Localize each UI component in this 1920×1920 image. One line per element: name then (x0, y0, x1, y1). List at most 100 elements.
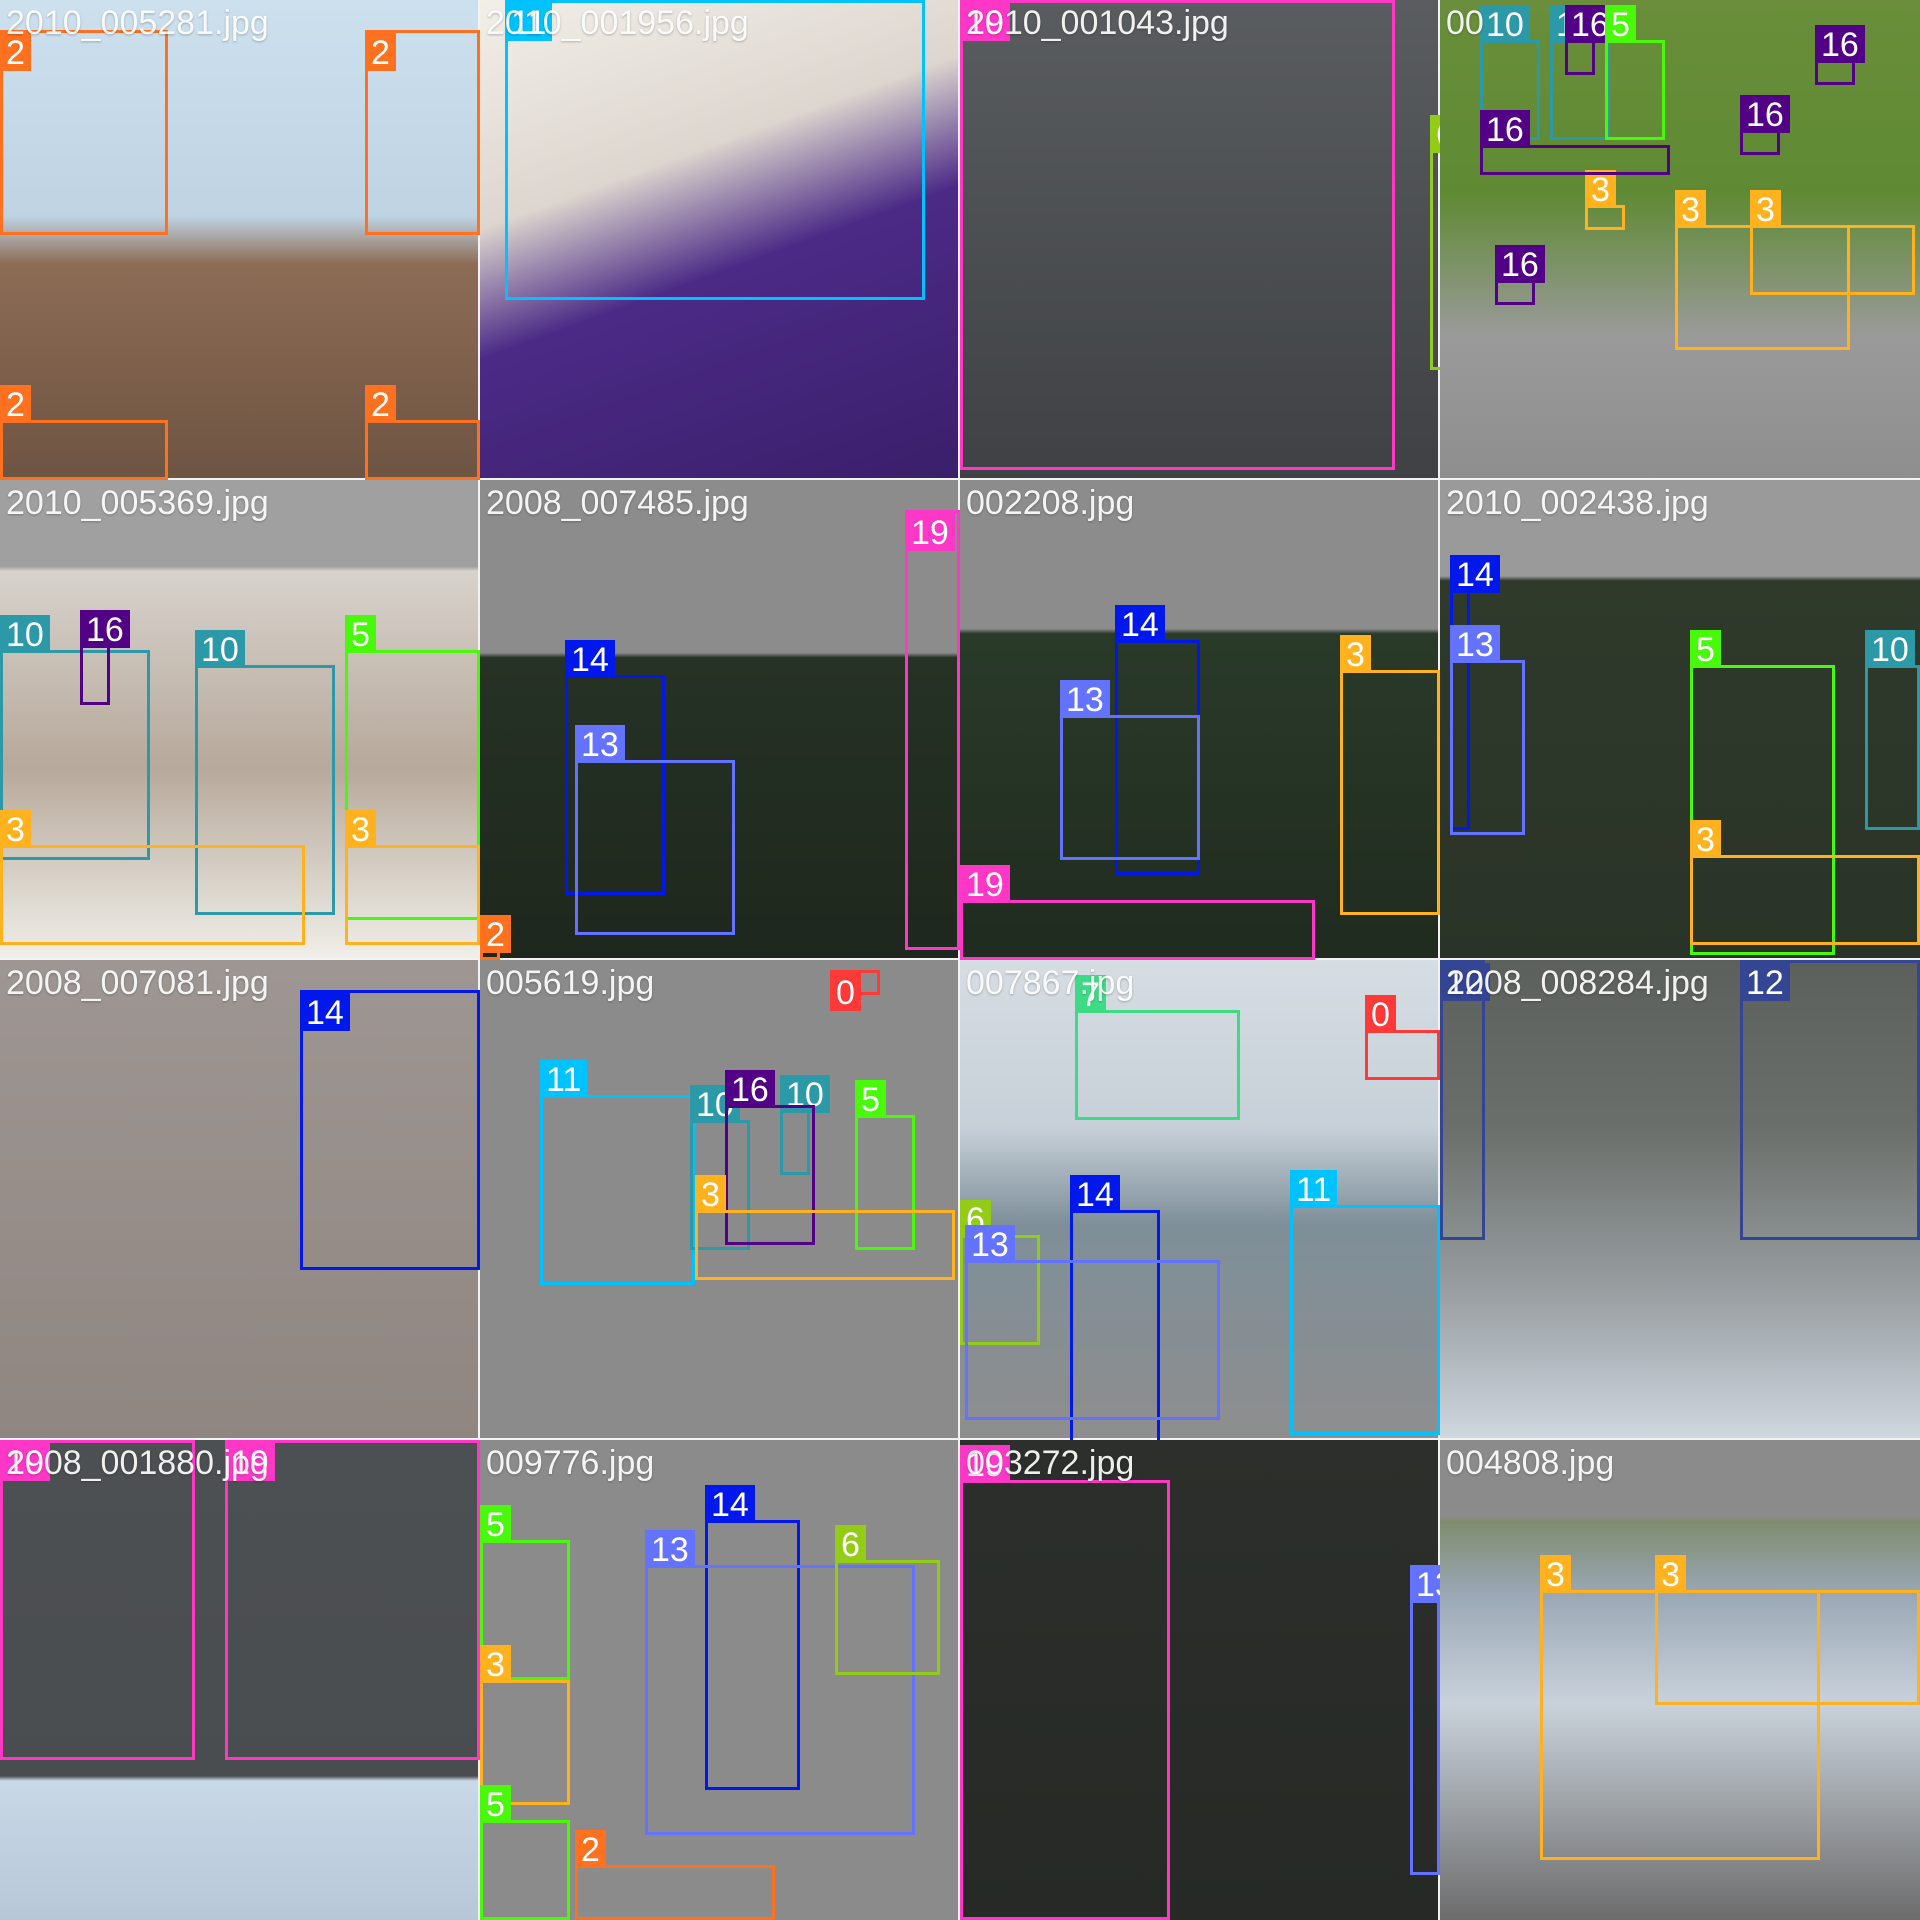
detection-box: 5 (1605, 40, 1665, 140)
mosaic-tile: 005619.jpg 0 11 10 10 16 5 3 (480, 960, 960, 1440)
detection-box: 11 (1290, 1205, 1440, 1435)
detection-box: 16 (80, 645, 110, 705)
detection-box: 12 (1740, 960, 1920, 1240)
detection-class-label: 3 (1750, 190, 1781, 228)
detection-class-label: 11 (540, 1060, 587, 1098)
detection-class-label: 13 (1060, 680, 1110, 718)
detection-box: 6 (1430, 150, 1440, 370)
detection-box: 3 (1690, 855, 1920, 945)
detection-class-label: 14 (565, 640, 615, 678)
detection-box: 6 (835, 1560, 940, 1675)
detection-class-label: 3 (1540, 1555, 1571, 1593)
detection-class-label: 3 (1340, 635, 1371, 673)
detection-box: 12 (1440, 960, 1485, 1240)
detection-class-label: 5 (855, 1080, 886, 1118)
detection-box: 3 (1340, 670, 1440, 915)
detection-class-label: 5 (1605, 5, 1636, 43)
mosaic-tile: 2010_001956.jpg 11 (480, 0, 960, 480)
detection-class-label: 3 (1585, 170, 1616, 208)
detection-box: 5 (480, 1820, 570, 1920)
detection-class-label: 14 (300, 993, 350, 1031)
detection-class-label: 10 (0, 615, 50, 653)
detection-class-label: 13 (965, 1225, 1015, 1263)
mosaic-tile: 004808.jpg 3 3 (1440, 1440, 1920, 1920)
detection-class-label: 0 (1365, 995, 1396, 1033)
detection-class-label: 14 (705, 1485, 755, 1523)
detection-box: 3 (345, 845, 480, 945)
detection-class-label: 2 (480, 915, 511, 953)
detection-class-label: 2 (575, 1830, 606, 1868)
detection-class-label: 11 (505, 3, 552, 41)
detection-box: 3 (1655, 1590, 1920, 1705)
mosaic-tile: 007867.jpg 7 0 14 6 13 11 (960, 960, 1440, 1440)
detection-box: 11 (505, 0, 925, 300)
detection-box: 3 (1750, 225, 1915, 295)
mosaic-tile: 2008_007485.jpg 14 13 19 2 (480, 480, 960, 960)
detection-class-label: 13 (645, 1530, 695, 1568)
detection-box: 0 (830, 970, 880, 995)
detection-class-label: 3 (1690, 820, 1721, 858)
detection-box: 13 (965, 1260, 1220, 1420)
detection-class-label: 16 (80, 610, 130, 648)
detection-box: 13 (1060, 715, 1200, 860)
detection-class-label: 19 (905, 513, 955, 551)
detection-box: 13 (1410, 1600, 1440, 1875)
detection-class-label: 16 (1480, 110, 1530, 148)
mosaic-tile: 002208.jpg 14 13 3 19 (960, 480, 1440, 960)
mosaic-tile: 2010_005369.jpg 10 16 10 5 3 3 (0, 480, 480, 960)
detection-box: 3 (1585, 205, 1625, 230)
detection-class-label: 5 (480, 1505, 511, 1543)
detection-class-label: 10 (1865, 630, 1915, 668)
detection-box: 2 (0, 420, 168, 480)
detection-class-label: 12 (1440, 963, 1490, 1001)
detection-class-label: 19 (225, 1443, 275, 1481)
detection-class-label: 3 (345, 810, 376, 848)
detection-box: 7 (1075, 1010, 1240, 1120)
detection-box: 19 (960, 0, 1395, 470)
detection-class-label: 3 (1675, 190, 1706, 228)
detection-box: 16 (1480, 145, 1670, 175)
detection-box: 19 (960, 900, 1315, 960)
mosaic-tile: 2008_008284.jpg 12 12 (1440, 960, 1920, 1440)
mosaic-tile: 2008_001880.jpg 19 19 (0, 1440, 480, 1920)
detection-box: 11 (540, 1095, 695, 1285)
detection-box: 2 (365, 30, 480, 235)
detection-box: 19 (960, 1480, 1170, 1920)
detection-class-label: 2 (365, 33, 396, 71)
mosaic-tile: 2010_001043.jpg196 (960, 0, 1440, 480)
detection-class-label: 12 (1740, 963, 1790, 1001)
detection-class-label: 14 (1115, 605, 1165, 643)
detection-box: 13 (1450, 660, 1525, 835)
detection-class-label: 3 (480, 1645, 511, 1683)
detection-class-label: 14 (1070, 1175, 1120, 1213)
detection-class-label: 5 (480, 1785, 511, 1823)
detection-class-label: 3 (0, 810, 31, 848)
detection-class-label: 16 (725, 1070, 775, 1108)
detection-class-label: 2 (0, 385, 31, 423)
detection-class-label: 6 (1430, 115, 1440, 153)
detection-class-label: 16 (1495, 245, 1545, 283)
mosaic-tile: 00101016516163161633 (1440, 0, 1920, 480)
detection-class-label: 10 (195, 630, 245, 668)
detection-class-label: 19 (960, 3, 1010, 41)
detection-class-label: 19 (0, 1443, 50, 1481)
detection-box: 3 (0, 845, 305, 945)
mosaic-tile: 2010_002438.jpg 14 13 5 10 3 (1440, 480, 1920, 960)
detection-box: 16 (1565, 40, 1595, 75)
detection-box: 13 (575, 760, 735, 935)
detection-class-label: 10 (1480, 5, 1530, 43)
detection-box: 10 (1865, 665, 1920, 830)
detection-class-label: 3 (1655, 1555, 1686, 1593)
detection-box: 16 (1740, 130, 1780, 155)
detection-class-label: 13 (1410, 1565, 1440, 1603)
detection-class-label: 6 (835, 1525, 866, 1563)
detection-class-label: 14 (1450, 555, 1500, 593)
detection-box: 19 (225, 1440, 480, 1760)
detection-box: 2 (575, 1865, 775, 1920)
detection-box: 0 (1365, 1030, 1440, 1080)
detection-class-label: 7 (1075, 975, 1106, 1013)
detection-class-label: 13 (575, 725, 625, 763)
detection-class-label: 5 (345, 615, 376, 653)
detection-box: 2 (480, 950, 500, 960)
detection-box: 14 (300, 990, 480, 1270)
